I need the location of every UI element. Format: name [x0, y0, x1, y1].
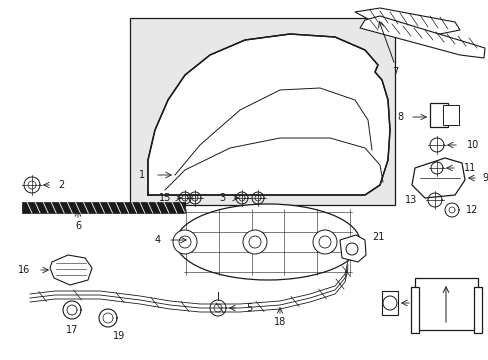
- Bar: [473, 287, 481, 333]
- Polygon shape: [359, 16, 484, 58]
- Circle shape: [173, 230, 197, 254]
- Text: 11: 11: [463, 163, 475, 173]
- Text: 3: 3: [219, 193, 224, 203]
- Bar: [414, 278, 477, 330]
- Text: 2: 2: [58, 180, 64, 190]
- Text: 9: 9: [481, 173, 487, 183]
- Bar: [130, 18, 394, 205]
- Text: 16: 16: [18, 265, 30, 275]
- Text: 15: 15: [159, 193, 171, 203]
- Text: 1: 1: [139, 170, 145, 180]
- Text: 12: 12: [465, 205, 477, 215]
- Text: 14: 14: [447, 286, 459, 296]
- Bar: [410, 287, 418, 333]
- Polygon shape: [339, 235, 365, 262]
- Polygon shape: [354, 8, 459, 34]
- Bar: [22, 202, 184, 213]
- Text: 17: 17: [66, 325, 78, 335]
- Text: 13: 13: [404, 195, 416, 205]
- Text: 5: 5: [245, 303, 252, 313]
- Polygon shape: [148, 34, 389, 195]
- Polygon shape: [411, 158, 464, 198]
- Polygon shape: [50, 255, 92, 285]
- Circle shape: [243, 230, 266, 254]
- Ellipse shape: [176, 204, 359, 280]
- Bar: [429, 103, 447, 127]
- Text: 21: 21: [371, 232, 384, 242]
- Text: 18: 18: [273, 317, 285, 327]
- Text: 20: 20: [419, 298, 431, 308]
- Bar: [442, 105, 458, 125]
- Text: 6: 6: [75, 221, 81, 231]
- Text: 7: 7: [391, 67, 397, 77]
- Text: 19: 19: [113, 331, 125, 341]
- Bar: [381, 291, 397, 315]
- Text: 10: 10: [466, 140, 478, 150]
- Text: 4: 4: [155, 235, 161, 245]
- Circle shape: [312, 230, 336, 254]
- Text: 8: 8: [396, 112, 402, 122]
